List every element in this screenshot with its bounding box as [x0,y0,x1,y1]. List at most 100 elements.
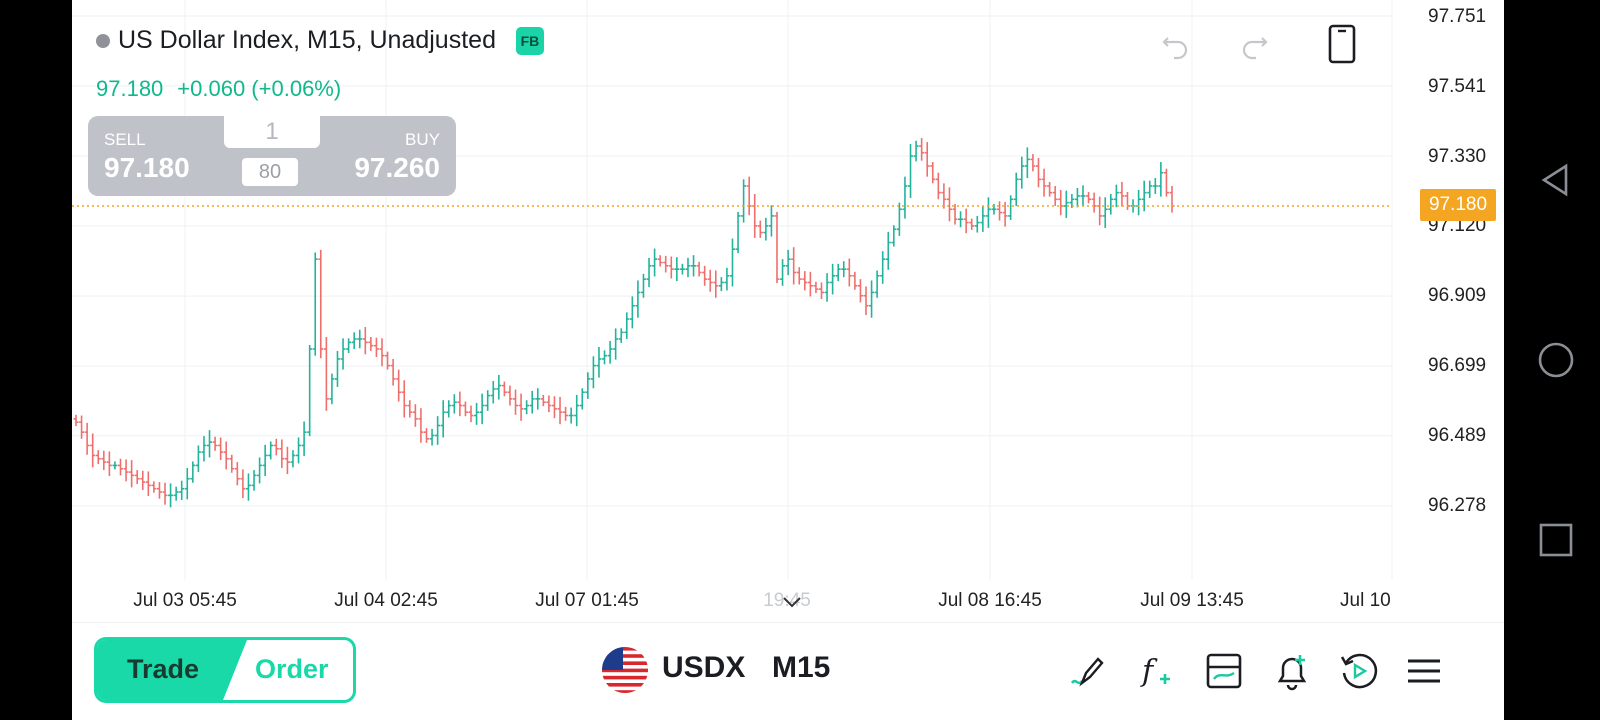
replay-icon[interactable] [1336,649,1380,693]
ohlc-bar [423,428,429,443]
ohlc-bar [173,486,179,501]
undo-icon[interactable] [1156,24,1196,64]
ohlc-bar [568,407,574,424]
x-tick-label: Jul 03 05:45 [133,590,237,611]
templates-icon[interactable] [1202,649,1246,693]
price-change: +0.060 (+0.06%) [177,76,342,101]
timeframe-selector[interactable]: M15 [772,651,831,684]
ohlc-bar [551,396,557,419]
buy-label[interactable]: BUY [405,130,440,149]
ohlc-bar [857,279,863,303]
ohlc-bar [223,441,229,470]
ohlc-bar [323,337,329,411]
ohlc-bar [791,247,797,285]
ohlc-bar [1091,192,1097,213]
crosshair-time-box [708,588,866,622]
ohlc-bar [807,271,813,297]
ohlc-bar [79,415,85,439]
ohlc-bar [924,142,930,177]
ohlc-bar [885,231,891,270]
ohlc-bar [768,205,774,237]
ohlc-bar [874,270,880,298]
ohlc-bar [435,416,441,445]
order-tab[interactable]: Order [255,654,329,684]
redo-icon[interactable] [1234,24,1274,64]
ohlc-bar [134,470,140,485]
trade-tab[interactable]: Trade [127,654,200,684]
ohlc-bar [179,480,185,501]
ohlc-bar [212,436,218,451]
ohlc-bar [390,358,396,386]
draw-icon[interactable] [1066,649,1110,693]
ohlc-bar [529,390,535,414]
ohlc-bar [245,473,251,501]
app-window: 97.751 97.541 97.330 97.120 96.909 96.69… [72,0,1504,720]
ohlc-bar [702,265,708,286]
ohlc-bar [646,257,652,288]
sell-label[interactable]: SELL [104,130,146,149]
phone-icon[interactable] [1322,24,1362,64]
ohlc-bar [451,394,457,414]
ohlc-bar [485,390,491,411]
ohlc-bar [1097,196,1103,226]
ohlc-bar [1113,184,1119,208]
ohlc-bar [1019,156,1025,189]
menu-icon[interactable] [1402,649,1446,693]
ohlc-bar [757,220,763,238]
back-icon[interactable] [1536,160,1576,200]
ohlc-bar [340,338,346,370]
price-chart[interactable] [72,0,1504,622]
ohlc-bar [1147,180,1153,198]
ohlc-bar [362,327,368,355]
ohlc-bar [935,172,941,200]
alert-icon[interactable] [1270,649,1314,693]
last-price: 97.180 [96,76,164,101]
ohlc-bar [1080,185,1086,207]
ohlc-bar [618,328,624,343]
x-tick-label: Jul 10 1( [1340,590,1396,611]
ohlc-bar [835,263,841,282]
ohlc-bar [1047,181,1053,197]
ohlc-bar [679,263,685,275]
ohlc-bar [713,270,719,298]
price-quote: 97.180 +0.060 (+0.06%) [96,76,355,102]
chevron-down-icon[interactable] [780,592,804,612]
ohlc-bar [540,394,546,407]
ohlc-bar [156,482,162,499]
bottom-toolbar: Trade Order USDX M15 f [72,622,1504,720]
ohlc-bar [746,176,752,216]
ohlc-bar [1069,193,1075,208]
buy-price[interactable]: 97.260 [354,152,440,183]
sell-price[interactable]: 97.180 [104,152,190,183]
ohlc-bar [574,394,580,427]
ohlc-bar [129,460,135,488]
ohlc-bar [624,312,630,340]
ohlc-bar [652,248,658,277]
quantity-input[interactable]: 1 [224,116,320,148]
current-price-tag: 97.180 [1420,189,1496,221]
ohlc-bar [997,201,1003,221]
ohlc-bar [474,402,480,425]
symbol-selector[interactable]: USDX [662,651,746,684]
ohlc-bar [1058,189,1064,216]
ohlc-bar [257,457,263,484]
chart-area[interactable]: 97.751 97.541 97.330 97.120 96.909 96.69… [72,0,1504,622]
home-icon[interactable] [1536,340,1576,380]
ohlc-bar [1158,162,1164,197]
ohlc-bar [640,273,646,298]
ohlc-bar [273,438,279,456]
recents-icon[interactable] [1536,520,1576,560]
ohlc-bar [1024,147,1030,179]
ohlc-bar [1152,178,1158,194]
x-tick-label: Jul 04 02:45 [334,590,438,611]
ohlc-bar [429,428,435,446]
ohlc-bar [741,179,747,223]
ohlc-bar [796,267,802,285]
y-tick-label: 97.330 [1428,146,1487,167]
ohlc-bar [841,261,847,278]
y-tick-label: 97.751 [1428,6,1487,27]
indicator-icon[interactable]: f [1134,649,1178,693]
ohlc-bar [869,280,875,318]
fb-badge[interactable]: FB [515,26,544,55]
ohlc-bar [318,249,324,359]
